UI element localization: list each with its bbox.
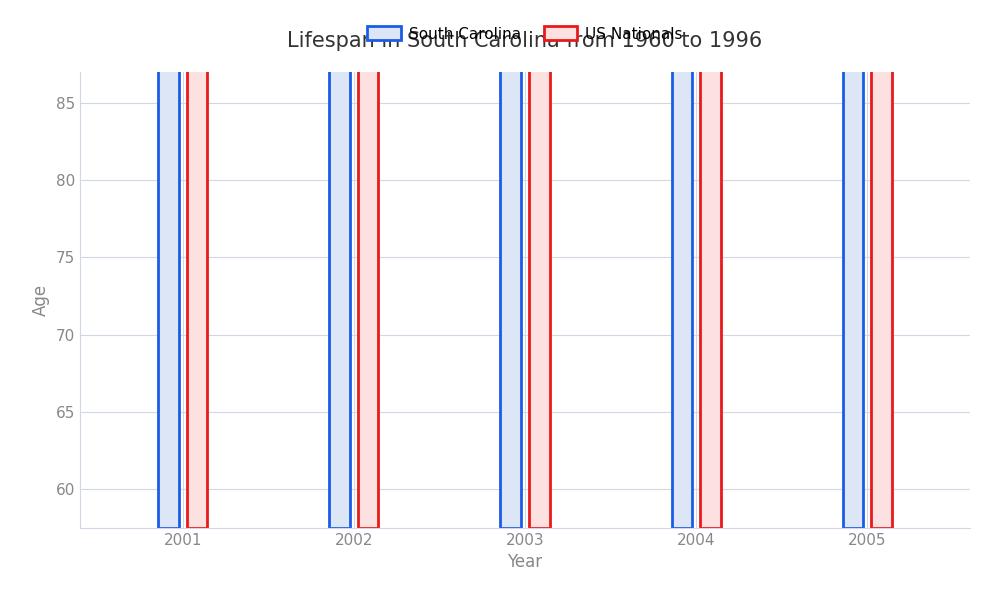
- Y-axis label: Age: Age: [32, 284, 50, 316]
- Bar: [700, 0, 721, 528]
- Bar: [187, 0, 207, 528]
- Bar: [871, 0, 892, 528]
- Bar: [672, 0, 692, 528]
- Bar: [500, 0, 521, 528]
- Legend: South Carolina, US Nationals: South Carolina, US Nationals: [361, 20, 689, 47]
- X-axis label: Year: Year: [507, 553, 543, 571]
- Title: Lifespan in South Carolina from 1960 to 1996: Lifespan in South Carolina from 1960 to …: [287, 31, 763, 51]
- Bar: [158, 0, 179, 528]
- Bar: [329, 0, 350, 528]
- Bar: [358, 0, 378, 528]
- Bar: [529, 0, 550, 528]
- Bar: [843, 0, 863, 528]
